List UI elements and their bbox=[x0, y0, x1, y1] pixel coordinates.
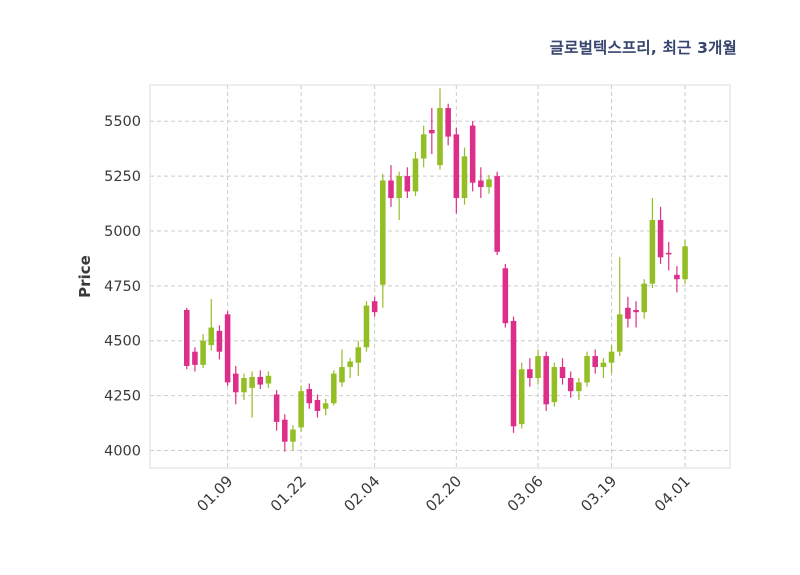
candle-body bbox=[657, 219, 664, 258]
candle-body bbox=[682, 246, 688, 280]
candle-body bbox=[241, 378, 247, 393]
candle-body bbox=[388, 180, 394, 199]
candle-body bbox=[404, 176, 411, 192]
candle-body bbox=[396, 176, 402, 199]
y-tick-label: 4500 bbox=[104, 334, 141, 350]
x-tick-label: 01.09 bbox=[193, 472, 236, 515]
chart-title: 글로벌텍스프리, 최근 3개월 bbox=[549, 39, 737, 57]
candle-body bbox=[543, 356, 549, 405]
candle-body bbox=[420, 134, 427, 159]
candle-body bbox=[478, 180, 484, 188]
candles bbox=[183, 88, 688, 452]
y-tick-label: 4250 bbox=[104, 389, 141, 405]
candle-body bbox=[633, 309, 639, 313]
y-tick-label: 5000 bbox=[104, 224, 141, 240]
y-tick-label: 4750 bbox=[104, 279, 141, 295]
candle-body bbox=[641, 283, 648, 313]
y-axis-label: Price bbox=[76, 255, 94, 298]
candle-body bbox=[461, 156, 468, 199]
candle-body bbox=[502, 268, 509, 324]
candle-body bbox=[290, 429, 296, 442]
candle-body bbox=[551, 367, 558, 403]
plot-border bbox=[149, 84, 731, 469]
candle-body bbox=[584, 356, 590, 383]
candle-body bbox=[363, 305, 370, 348]
candle-body bbox=[567, 378, 574, 392]
candle-body bbox=[314, 399, 321, 411]
candle-body bbox=[380, 180, 386, 285]
candle-body bbox=[429, 129, 435, 134]
candle-body bbox=[216, 330, 223, 352]
candle-body bbox=[665, 252, 672, 255]
candle-body bbox=[192, 351, 198, 365]
candle-body bbox=[257, 376, 264, 385]
candle-body bbox=[282, 419, 288, 442]
candle-body bbox=[412, 158, 419, 192]
candle-body bbox=[183, 309, 190, 366]
x-tick-label: 03.06 bbox=[504, 472, 547, 515]
y-tick-label: 5250 bbox=[104, 169, 141, 185]
candle-body bbox=[535, 356, 541, 379]
candle-body bbox=[200, 340, 206, 365]
candle-body bbox=[616, 314, 623, 352]
x-tick-label: 03.19 bbox=[577, 472, 620, 515]
candle-body bbox=[445, 108, 451, 137]
candle-body bbox=[453, 134, 460, 199]
candle-body bbox=[494, 176, 500, 252]
y-tick-label: 5500 bbox=[104, 114, 141, 130]
candle-body bbox=[559, 367, 566, 379]
candle-body bbox=[322, 403, 329, 409]
candle-body bbox=[649, 219, 656, 284]
candle-body bbox=[339, 367, 345, 383]
candle-body bbox=[625, 307, 631, 319]
candle-body bbox=[469, 125, 476, 183]
candle-body bbox=[265, 375, 272, 384]
candle-body bbox=[331, 373, 337, 404]
candle-body bbox=[208, 327, 215, 346]
candle-body bbox=[510, 320, 517, 427]
candle-body bbox=[249, 376, 255, 388]
candle-body bbox=[592, 356, 598, 368]
candle-body bbox=[347, 361, 353, 368]
candle-body bbox=[298, 391, 304, 428]
x-tick-label: 04.01 bbox=[651, 472, 694, 515]
candle-body bbox=[355, 347, 362, 363]
candle-body bbox=[232, 373, 239, 393]
candle-body bbox=[371, 301, 378, 313]
candle-body bbox=[600, 362, 607, 368]
candle-body bbox=[437, 108, 443, 166]
candle-body bbox=[306, 388, 313, 404]
candle-body bbox=[608, 351, 615, 363]
candle-body bbox=[486, 179, 492, 188]
x-tick-label: 01.22 bbox=[267, 472, 310, 515]
x-tick-label: 02.20 bbox=[422, 472, 465, 515]
candle-body bbox=[518, 369, 525, 425]
y-tick-label: 4000 bbox=[104, 443, 141, 459]
candle-body bbox=[674, 274, 680, 280]
candle-body bbox=[273, 394, 280, 422]
candle-body bbox=[527, 369, 533, 379]
candle-body bbox=[576, 382, 582, 392]
candle-body bbox=[224, 314, 231, 383]
x-tick-label: 02.04 bbox=[340, 472, 383, 515]
